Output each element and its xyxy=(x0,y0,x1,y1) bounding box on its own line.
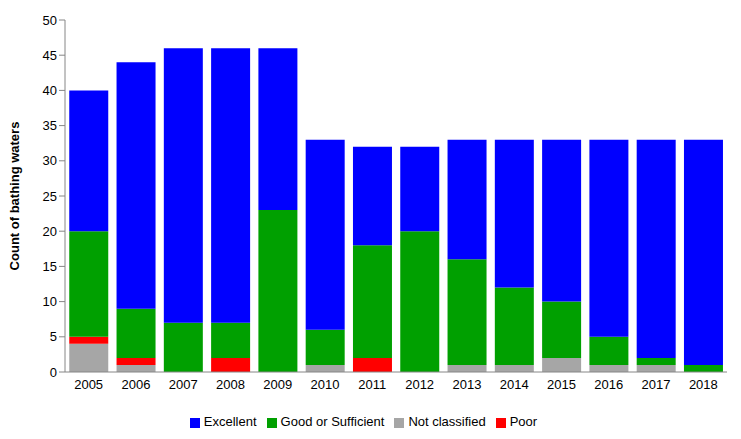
html-text:Poor: Poor xyxy=(509,414,538,429)
svg-text:2015: 2015 xyxy=(547,377,576,392)
svg-text:2006: 2006 xyxy=(121,377,150,392)
svg-text:5: 5 xyxy=(50,329,57,344)
svg-text:0: 0 xyxy=(50,365,57,380)
svg-text:2012: 2012 xyxy=(405,377,434,392)
html-text:Good or Sufficient: Good or Sufficient xyxy=(280,414,385,429)
svg-text:2014: 2014 xyxy=(500,377,529,392)
svg-text:Count of bathing waters: Count of bathing waters xyxy=(8,122,22,271)
svg-text:35: 35 xyxy=(43,118,57,133)
svg-text:10: 10 xyxy=(43,294,57,309)
svg-text:2005: 2005 xyxy=(74,377,103,392)
svg-text:20: 20 xyxy=(43,224,57,239)
svg-text:2009: 2009 xyxy=(263,377,292,392)
svg-text:2011: 2011 xyxy=(358,377,386,392)
html-text:Not classified: Not classified xyxy=(408,414,486,429)
svg-text:50: 50 xyxy=(43,13,57,28)
svg-text:45: 45 xyxy=(43,48,57,63)
svg-text:30: 30 xyxy=(43,153,57,168)
svg-text:2008: 2008 xyxy=(216,377,245,392)
svg-text:15: 15 xyxy=(43,259,57,274)
svg-text:40: 40 xyxy=(43,83,57,98)
svg-text:2018: 2018 xyxy=(689,377,718,392)
svg-text:25: 25 xyxy=(43,189,57,204)
svg-text:2013: 2013 xyxy=(452,377,481,392)
svg-text:2010: 2010 xyxy=(311,377,340,392)
svg-text:2016: 2016 xyxy=(594,377,623,392)
html-text:Excellent: Excellent xyxy=(203,414,257,429)
svg-text:2007: 2007 xyxy=(169,377,198,392)
svg-text:2017: 2017 xyxy=(642,377,671,392)
